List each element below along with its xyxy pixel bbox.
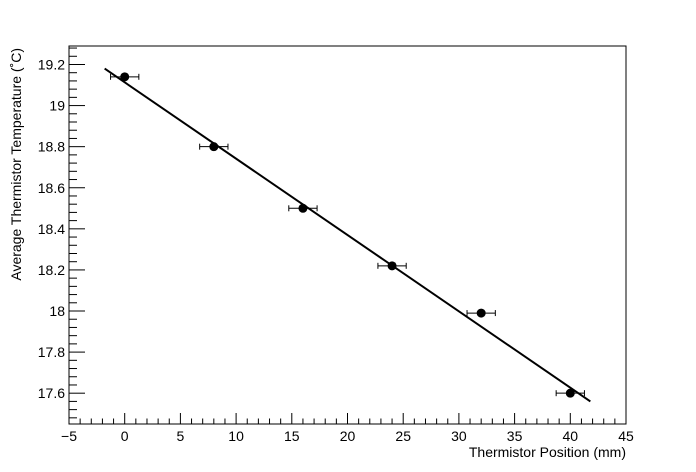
y-axis-title: Average Thermistor Temperature (˚C) <box>8 48 24 281</box>
fit-line <box>104 67 591 403</box>
x-tick-label: 45 <box>618 428 634 444</box>
data-point <box>209 142 219 152</box>
y-tick-label: 18.6 <box>38 180 65 196</box>
x-tick-label: 0 <box>121 428 129 444</box>
x-tick-label: 10 <box>228 428 244 444</box>
x-tick-label: −5 <box>61 428 77 444</box>
y-axis-ticks <box>69 47 85 419</box>
data-point <box>565 388 575 398</box>
y-tick-label: 17.6 <box>38 385 65 401</box>
x-axis-title: Thermistor Position (mm) <box>469 444 626 460</box>
fit-line-group <box>104 67 591 403</box>
y-tick-label: 18.4 <box>38 221 65 237</box>
x-tick-label: 25 <box>395 428 411 444</box>
y-tick-label: 18 <box>49 303 65 319</box>
x-tick-label: 30 <box>451 428 467 444</box>
y-axis-tick-labels: 17.6 17.8 18 18.2 18.4 18.6 18.8 19 19.2 <box>38 56 65 401</box>
x-axis-tick-labels: −5 0 5 10 15 20 25 30 35 40 45 <box>61 428 634 444</box>
data-point <box>476 308 486 318</box>
y-tick-label: 17.8 <box>38 344 65 360</box>
data-point <box>298 203 308 213</box>
data-point <box>120 72 130 82</box>
y-tick-label: 19.2 <box>38 56 65 72</box>
x-axis-ticks <box>68 413 627 424</box>
data-points <box>110 72 585 398</box>
x-tick-label: 20 <box>340 428 356 444</box>
y-tick-label: 19 <box>49 98 65 114</box>
data-point <box>387 261 397 271</box>
y-tick-label: 18.8 <box>38 139 65 155</box>
y-tick-label: 18.2 <box>38 262 65 278</box>
x-tick-label: 15 <box>284 428 300 444</box>
x-tick-label: 35 <box>507 428 523 444</box>
x-tick-label: 5 <box>177 428 185 444</box>
x-tick-label: 40 <box>563 428 579 444</box>
